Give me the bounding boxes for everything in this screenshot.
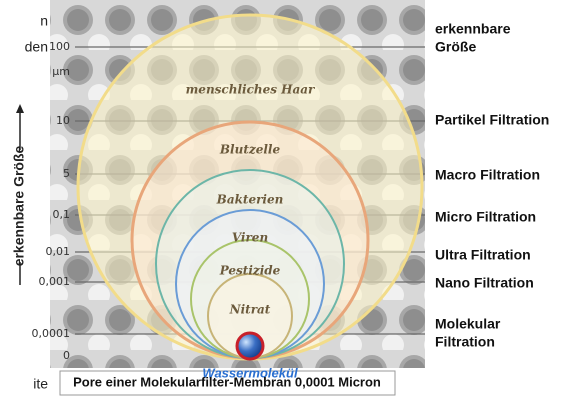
diagram: n den ite erkennbare Größe 100 µm 10 5 0,1 0,01 0,… bbox=[0, 0, 583, 420]
axis-label: 0,01 bbox=[46, 245, 71, 258]
right-label: erkennbare bbox=[435, 21, 511, 37]
axis-label: 0 bbox=[63, 349, 70, 362]
axis-label: 0,0001 bbox=[32, 327, 71, 340]
particle-label: Nitrat bbox=[229, 303, 271, 317]
axis-label: µm bbox=[52, 65, 70, 78]
left-fragment: ite bbox=[33, 376, 48, 392]
water-molecule bbox=[237, 333, 263, 359]
axis-label: 0,1 bbox=[53, 208, 71, 221]
right-label: Nano Filtration bbox=[435, 275, 534, 291]
particle-label: Blutzelle bbox=[219, 143, 281, 157]
right-label: Partikel Filtration bbox=[435, 112, 549, 128]
axis-label: 0,001 bbox=[39, 275, 71, 288]
particle-label: Viren bbox=[232, 231, 268, 245]
side-label: erkennbare Größe bbox=[11, 145, 27, 266]
axis-label: 5 bbox=[63, 167, 70, 180]
right-label: Ultra Filtration bbox=[435, 247, 531, 263]
arrow-head bbox=[16, 104, 24, 113]
right-label: Filtration bbox=[435, 334, 495, 350]
left-fragment: den bbox=[25, 39, 48, 55]
axis-label: 10 bbox=[56, 114, 70, 127]
particle-label: menschliches Haar bbox=[186, 83, 316, 97]
left-fragment: n bbox=[40, 13, 48, 29]
right-label: Macro Filtration bbox=[435, 167, 540, 183]
particle-label: Pestizide bbox=[219, 264, 281, 278]
right-label: Größe bbox=[435, 39, 476, 55]
caption: Pore einer Molekularfilter-Membran 0,000… bbox=[73, 374, 381, 389]
right-label: Micro Filtration bbox=[435, 209, 536, 225]
axis-label: 100 bbox=[49, 40, 70, 53]
particle-label: Bakterien bbox=[216, 193, 284, 207]
right-label: Molekular bbox=[435, 316, 501, 332]
